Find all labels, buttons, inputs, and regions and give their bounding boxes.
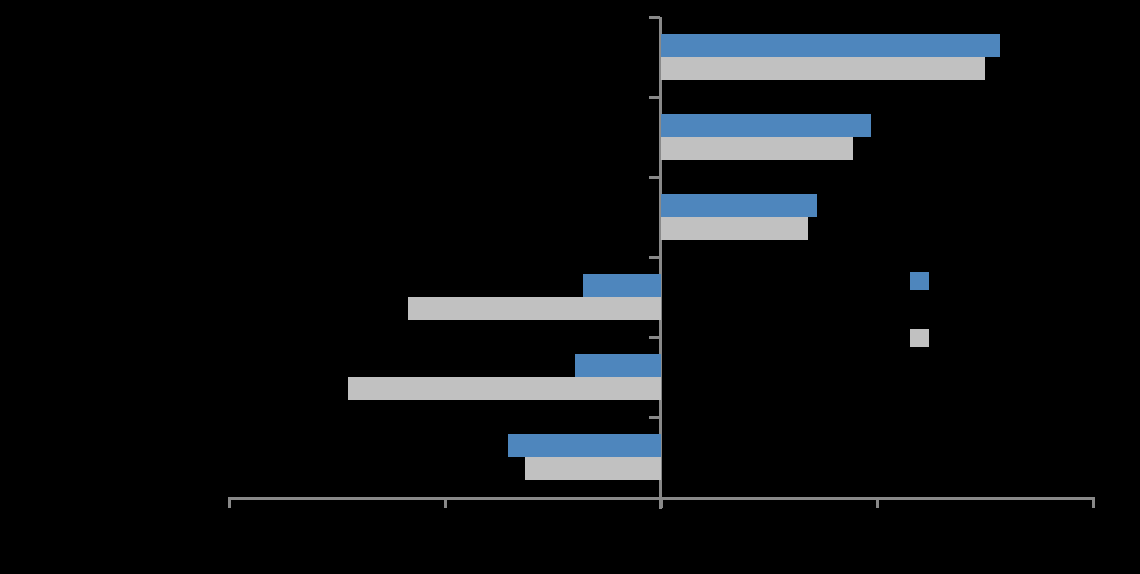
y-axis-tick-4 (649, 336, 660, 339)
bar-series-blue-row-6 (508, 434, 661, 457)
bar-series-blue-row-4 (583, 274, 661, 297)
legend-swatch-gray (910, 329, 929, 347)
bar-series-blue-row-5 (575, 354, 661, 377)
y-axis-tick-2 (649, 176, 660, 179)
x-axis-tick-4 (1092, 497, 1095, 508)
y-axis-line (659, 17, 662, 509)
bar-series-gray-row-1 (661, 57, 985, 80)
y-axis-tick-3 (649, 256, 660, 259)
bar-series-gray-row-2 (661, 137, 853, 160)
x-axis-tick-3 (876, 497, 879, 508)
x-axis-tick-0 (228, 497, 231, 508)
legend-swatch-blue (910, 272, 929, 290)
y-axis-tick-1 (649, 96, 660, 99)
bar-series-gray-row-4 (408, 297, 661, 320)
y-axis-tick-0 (649, 16, 660, 19)
bar-series-blue-row-1 (661, 34, 1000, 57)
bar-series-gray-row-5 (348, 377, 661, 400)
bar-series-gray-row-6 (525, 457, 661, 480)
bar-series-gray-row-3 (661, 217, 808, 240)
bar-series-blue-row-3 (661, 194, 817, 217)
x-axis-tick-2 (660, 497, 663, 508)
y-axis-tick-5 (649, 416, 660, 419)
bar-series-blue-row-2 (661, 114, 871, 137)
x-axis-tick-1 (444, 497, 447, 508)
